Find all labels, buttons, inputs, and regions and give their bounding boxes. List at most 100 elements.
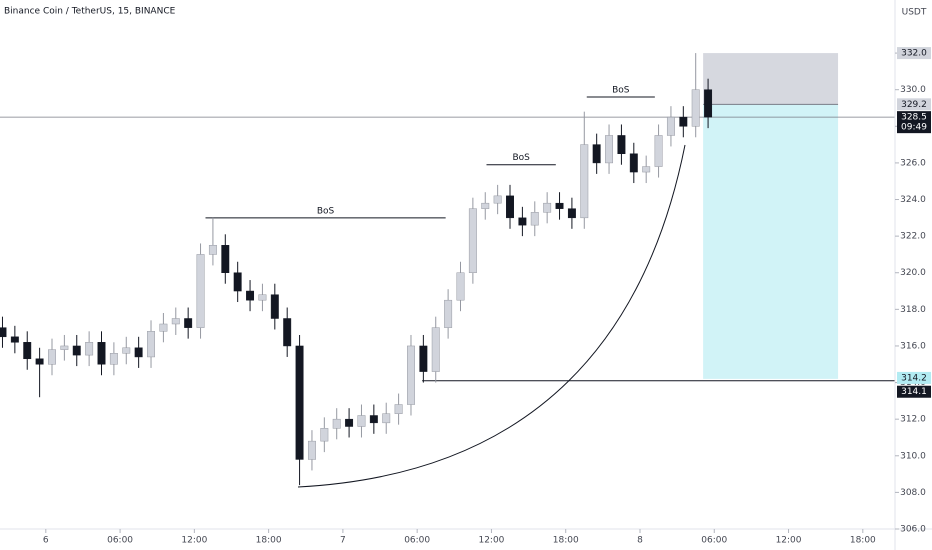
candle-body xyxy=(419,345,428,372)
target-price-label: 314.2 xyxy=(901,373,927,383)
candle-body xyxy=(394,404,403,414)
entry-price-label: 329.2 xyxy=(901,100,927,110)
y-tick-label: 330.0 xyxy=(900,85,926,95)
candle-body xyxy=(642,166,651,173)
candle-body xyxy=(134,347,143,358)
x-tick-label: 06:00 xyxy=(107,536,133,546)
stop-price-label-box xyxy=(897,47,931,60)
countdown-label: 09:49 xyxy=(901,123,927,133)
candle-body xyxy=(431,327,440,372)
x-tick-label: 12:00 xyxy=(776,536,802,546)
level-price-label: 314.1 xyxy=(901,387,927,397)
y-tick-label: 308.0 xyxy=(900,488,926,498)
target-zone xyxy=(703,104,839,379)
bos-label: BoS xyxy=(512,153,530,163)
candle-body xyxy=(196,254,205,328)
target-price-label-box xyxy=(897,371,931,384)
chart-title: Binance Coin / TetherUS, 15, BINANCE xyxy=(4,7,176,17)
x-tick-label: 18:00 xyxy=(256,536,282,546)
candle-body xyxy=(184,318,193,328)
x-tick-label: 18:00 xyxy=(850,536,876,546)
y-tick-label: 316.0 xyxy=(900,341,926,351)
candle-body xyxy=(468,208,477,273)
candle-body xyxy=(35,358,44,365)
y-tick-label: 320.0 xyxy=(900,268,926,278)
candle-body xyxy=(629,153,638,173)
x-tick-label: 7 xyxy=(340,536,346,546)
candle-body xyxy=(246,290,255,301)
candle-body xyxy=(270,294,279,319)
candle-body xyxy=(72,345,81,356)
stop-price-label: 332.0 xyxy=(901,49,927,59)
candle-body xyxy=(567,208,576,219)
candle-body xyxy=(221,245,230,273)
candle-body xyxy=(320,428,329,442)
candle-body xyxy=(543,202,552,213)
candle-body xyxy=(506,195,514,219)
candle-body xyxy=(109,353,118,365)
candle-body xyxy=(60,345,69,350)
candle-body xyxy=(0,327,7,338)
candle-body xyxy=(704,89,713,118)
y-tick-label: 306.0 xyxy=(900,525,926,535)
x-tick-label: 6 xyxy=(43,536,49,546)
candle-body xyxy=(382,413,391,424)
plot-area: BoS BoS BoS xyxy=(0,53,895,486)
candle-body xyxy=(171,318,180,325)
bos-label: BoS xyxy=(612,86,630,96)
candle-body xyxy=(357,415,366,427)
candle-body xyxy=(679,116,688,127)
candle-body xyxy=(481,202,490,209)
candle-body xyxy=(617,135,626,155)
entry-price-label-box xyxy=(897,98,931,111)
candle-body xyxy=(691,89,700,127)
candle-body xyxy=(530,212,539,226)
candle-body xyxy=(85,342,94,356)
candle-body xyxy=(345,418,354,427)
candle-body xyxy=(147,331,155,358)
x-tick-label: 06:00 xyxy=(701,536,727,546)
candle-body xyxy=(555,202,564,209)
candle-body xyxy=(493,195,502,204)
currency-label: USDT xyxy=(902,8,927,18)
bos-label: BoS xyxy=(317,206,335,216)
candle-body xyxy=(666,116,675,136)
curve-drawing xyxy=(297,144,686,488)
x-tick-label: 06:00 xyxy=(404,536,430,546)
y-tick-label: 312.0 xyxy=(900,415,926,425)
candle-body xyxy=(654,135,663,167)
candle-body xyxy=(456,272,465,301)
candle-body xyxy=(580,144,589,219)
level-price-label-box xyxy=(897,385,931,398)
candle-body xyxy=(208,245,217,255)
y-tick-label: 318.0 xyxy=(900,305,926,315)
candle-body xyxy=(122,347,131,354)
candle-body xyxy=(332,418,341,429)
candle-body xyxy=(48,349,56,365)
candle-body xyxy=(258,294,267,301)
y-tick-label: 310.0 xyxy=(900,451,926,461)
candle-body xyxy=(369,415,378,424)
candle-body xyxy=(23,342,32,360)
x-tick-label: 18:00 xyxy=(553,536,579,546)
candle-body xyxy=(97,342,106,365)
candle-body xyxy=(407,345,415,405)
candle-body xyxy=(10,336,19,343)
x-tick-label: 12:00 xyxy=(478,536,504,546)
y-tick-label: 322.0 xyxy=(900,232,926,242)
candle-body xyxy=(605,135,614,164)
candle-body xyxy=(233,272,242,292)
x-tick-label: 12:00 xyxy=(181,536,207,546)
y-tick-label: 324.0 xyxy=(900,195,926,205)
candle-body xyxy=(159,323,168,332)
last-price-box xyxy=(897,111,931,134)
overlay: 306.0308.0310.0312.0314.0316.0318.0320.0… xyxy=(43,47,931,546)
candle-body xyxy=(592,144,601,164)
y-tick-label: 326.0 xyxy=(900,158,926,168)
last-price-label: 328.5 xyxy=(901,113,927,123)
stop-zone xyxy=(703,53,839,105)
candle-body xyxy=(307,440,316,460)
x-tick-label: 8 xyxy=(637,536,643,546)
candle-body xyxy=(283,318,292,347)
